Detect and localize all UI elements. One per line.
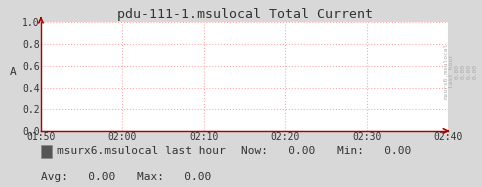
Text: msurx6.msulocal last hour: msurx6.msulocal last hour <box>57 146 226 157</box>
Title: pdu-111-1.msulocal Total Current: pdu-111-1.msulocal Total Current <box>117 8 373 21</box>
Y-axis label: A: A <box>10 67 17 77</box>
Text: Avg:   0.00: Avg: 0.00 <box>41 172 115 182</box>
Text: Max:   0.00: Max: 0.00 <box>137 172 212 182</box>
Text: Min:   0.00: Min: 0.00 <box>337 146 412 157</box>
Text: Now:   0.00: Now: 0.00 <box>241 146 315 157</box>
Text: msurx6.msulocal
last hour
0.00
0.00
0.00
0.00: msurx6.msulocal last hour 0.00 0.00 0.00… <box>443 43 477 99</box>
